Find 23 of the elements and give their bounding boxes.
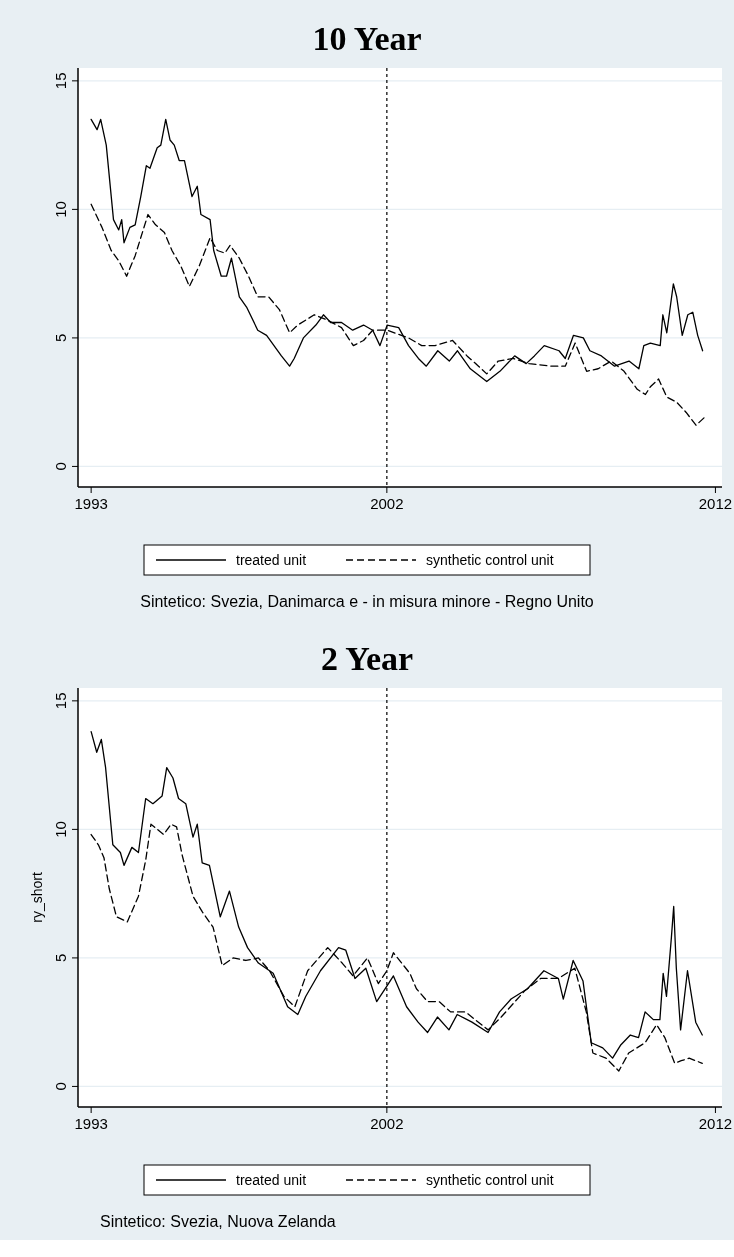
legend-label: treated unit (236, 1172, 307, 1188)
text: Sintetico: Svezia, Nuova Zelanda (100, 1213, 336, 1230)
legend-label: synthetic control unit (426, 1172, 554, 1188)
y-tick-label: 5 (52, 333, 69, 343)
y-tick-label: 0 (52, 1082, 69, 1091)
y-tick-label: 15 (52, 72, 69, 90)
y-tick-label: 5 (52, 953, 69, 963)
x-tick-label: 2002 (370, 1115, 404, 1132)
x-tick-label: 2012 (698, 495, 733, 512)
y-axis-title: ry_short (29, 872, 45, 923)
x-tick-label: 1993 (74, 1115, 108, 1132)
y-tick-label: 10 (52, 201, 69, 218)
chart-title: 2 Year (320, 640, 414, 677)
x-tick-label: 2002 (370, 495, 404, 512)
legend-label: synthetic control unit (426, 552, 554, 568)
y-tick-label: 10 (52, 821, 69, 838)
chart-title: 10 Year (312, 20, 422, 57)
y-tick-label: 0 (52, 462, 69, 471)
text: Sintetico: Svezia, Danimarca e - in misura minore - Regno Unito (140, 593, 594, 610)
y-tick-label: 15 (52, 692, 69, 710)
x-tick-label: 1993 (74, 495, 108, 512)
x-tick-label: 2012 (698, 1115, 733, 1132)
legend-label: treated unit (236, 552, 307, 568)
